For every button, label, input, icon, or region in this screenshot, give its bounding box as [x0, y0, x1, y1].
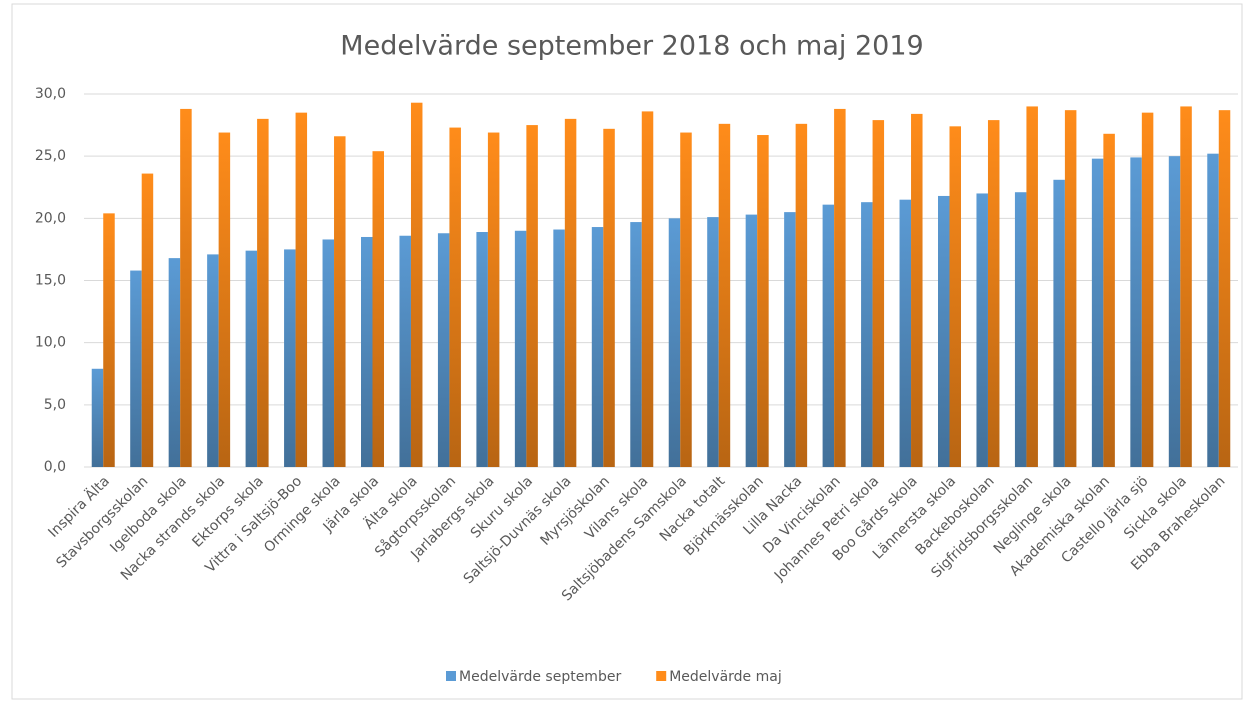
- bar: [245, 250, 258, 467]
- bar: [564, 118, 577, 467]
- y-tick-label: 30,0: [35, 86, 66, 102]
- bar: [284, 249, 296, 467]
- bar: [553, 229, 565, 467]
- bar: [784, 212, 796, 467]
- y-tick-label: 15,0: [35, 273, 66, 289]
- bar: [938, 195, 950, 467]
- bar: [603, 128, 615, 467]
- y-tick-label: 10,0: [35, 335, 66, 351]
- bar: [1064, 110, 1077, 467]
- legend-swatch: [656, 671, 667, 681]
- bar: [372, 151, 384, 467]
- bar: [410, 102, 423, 467]
- bar: [399, 235, 411, 467]
- chart-title: Medelvärde september 2018 och maj 2019: [340, 31, 923, 62]
- legend-label: Medelvärde maj: [669, 669, 782, 685]
- bar: [1091, 158, 1104, 468]
- bar: [872, 120, 885, 468]
- bar: [1180, 106, 1192, 467]
- bar: [1168, 156, 1181, 467]
- bar: [707, 217, 719, 467]
- bar: [487, 132, 500, 467]
- bar: [1103, 133, 1115, 467]
- bar: [822, 204, 835, 467]
- bar: [1053, 179, 1065, 468]
- legend-label: Medelvärde september: [459, 669, 621, 685]
- bar: [334, 136, 346, 468]
- bar: [295, 112, 308, 468]
- y-tick-label: 20,0: [35, 210, 66, 226]
- bar: [526, 125, 538, 467]
- bar: [141, 173, 154, 467]
- bar: [987, 120, 1000, 468]
- bar: [668, 218, 681, 467]
- bar: [861, 202, 873, 468]
- bar: [976, 193, 988, 467]
- bar: [718, 123, 731, 467]
- bar: [630, 222, 642, 467]
- bar: [476, 232, 488, 467]
- bar: [514, 230, 527, 467]
- bar: [207, 254, 219, 467]
- y-tick-label: 0,0: [44, 459, 66, 475]
- bar: [168, 258, 181, 467]
- bar: [130, 270, 142, 467]
- bar: [1218, 110, 1231, 467]
- bar: [1130, 157, 1142, 467]
- bar: [322, 239, 335, 467]
- bar: [591, 227, 604, 467]
- bar: [257, 118, 269, 467]
- y-tick-label: 25,0: [35, 148, 66, 164]
- bar: [103, 213, 115, 467]
- bar: [899, 199, 912, 467]
- bar: [1014, 192, 1027, 467]
- bar: [911, 113, 923, 467]
- bar: [218, 132, 231, 467]
- bar: [361, 236, 373, 467]
- bar: [449, 127, 461, 467]
- bar: [680, 132, 692, 467]
- bar: [641, 111, 654, 467]
- bar: [1141, 112, 1154, 468]
- bar: [834, 108, 846, 468]
- bar: [437, 233, 450, 467]
- bar: [180, 108, 192, 468]
- legend-swatch: [446, 671, 456, 681]
- bar: [91, 368, 104, 467]
- bar: [757, 135, 769, 467]
- bar: [949, 126, 961, 468]
- bar: [1026, 106, 1038, 467]
- bar: [1207, 153, 1219, 467]
- y-tick-label: 5,0: [44, 397, 66, 413]
- bar: [795, 123, 808, 467]
- bar: [745, 214, 758, 467]
